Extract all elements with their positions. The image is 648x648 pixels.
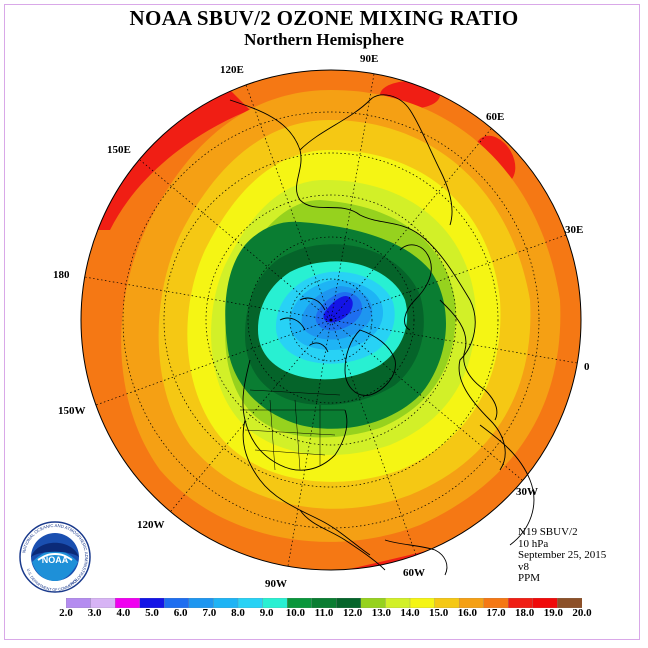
colorbar-tick-label: 18.0 (515, 607, 535, 619)
hemisphere-outline (80, 69, 582, 571)
colorbar-tick-label: 19.0 (543, 607, 563, 619)
instrument-label: N19 SBUV/2 (518, 526, 578, 538)
coast-north-america (242, 359, 371, 556)
lon-label-180: 180 (53, 269, 70, 281)
colorbar-tick-label: 14.0 (400, 607, 420, 619)
colorbar-tick-label: 11.0 (314, 607, 334, 619)
lon-label-0: 0 (584, 361, 590, 373)
colorbar-tick-label: 7.0 (202, 607, 217, 619)
noaa-logo: NOAA NATIONAL OCEANIC AND ATMOSPHERIC AD… (19, 521, 91, 593)
political-boundaries (240, 389, 345, 471)
version-label: v8 (518, 560, 529, 573)
lon-label-30e: 30E (565, 224, 583, 236)
colorbar-tick-label: 4.0 (116, 607, 131, 619)
colorbar-tick-label: 13.0 (371, 607, 391, 619)
colorbar (66, 598, 582, 608)
colorbar-tick-label: 16.0 (457, 607, 477, 619)
figure-subtitle: Northern Hemisphere (244, 30, 404, 49)
figure-title: NOAA SBUV/2 OZONE MIXING RATIO (129, 6, 519, 30)
units-label: PPM (518, 572, 541, 585)
lon-label-30w: 30W (516, 486, 538, 498)
colorbar-tick-label: 20.0 (572, 607, 592, 619)
lon-label-150w: 150W (58, 405, 86, 417)
lon-label-120w: 120W (137, 519, 165, 531)
lon-label-120e: 120E (220, 64, 244, 76)
logo-text: NOAA (42, 555, 69, 565)
coast-arctic-islands (279, 297, 329, 353)
colorbar-tick-label: 17.0 (486, 607, 506, 619)
coast-europe (439, 299, 498, 421)
colorbar-tick-label: 5.0 (145, 607, 159, 619)
lon-label-60w: 60W (403, 567, 425, 579)
metadata-block: N19 SBUV/2 10 hPa September 25, 2015 v8 … (518, 526, 607, 585)
coast-scandinavia (399, 244, 432, 331)
colorbar-tick-label: 9.0 (259, 607, 274, 619)
colorbar-labels: 2.0 3.0 4.0 5.0 6.0 7.0 8.0 9.0 10.0 11.0 12.0 13.0… (0, 607, 648, 621)
pressure-level-label: 10 hPa (518, 537, 549, 550)
colorbar-tick-label: 15.0 (429, 607, 449, 619)
longitude-lines (84, 73, 578, 567)
colorbar-swatch (557, 598, 582, 608)
lon-label-90e: 90E (360, 53, 378, 65)
coast-central-america (299, 509, 386, 571)
lon-label-150e: 150E (107, 144, 131, 156)
lon-label-90w: 90W (265, 578, 287, 590)
colorbar-tick-label: 12.0 (343, 607, 363, 619)
colorbar-tick-label: 8.0 (231, 607, 245, 619)
lon-label-60e: 60E (486, 111, 504, 123)
coastlines (229, 94, 535, 576)
coast-africa (479, 424, 535, 546)
coast-eurasia (229, 94, 506, 471)
colorbar-tick-label: 6.0 (173, 607, 188, 619)
ring-5 (323, 296, 353, 323)
latitude-lines (122, 111, 540, 529)
colorbar-tick-label: 3.0 (87, 607, 102, 619)
date-label: September 25, 2015 (518, 549, 607, 562)
figure-frame (4, 4, 640, 640)
coast-greenland (344, 329, 396, 396)
colorbar-tick-label: 2.0 (59, 607, 73, 619)
colorbar-tick-label: 10.0 (285, 607, 305, 619)
coast-south-america (384, 539, 448, 576)
